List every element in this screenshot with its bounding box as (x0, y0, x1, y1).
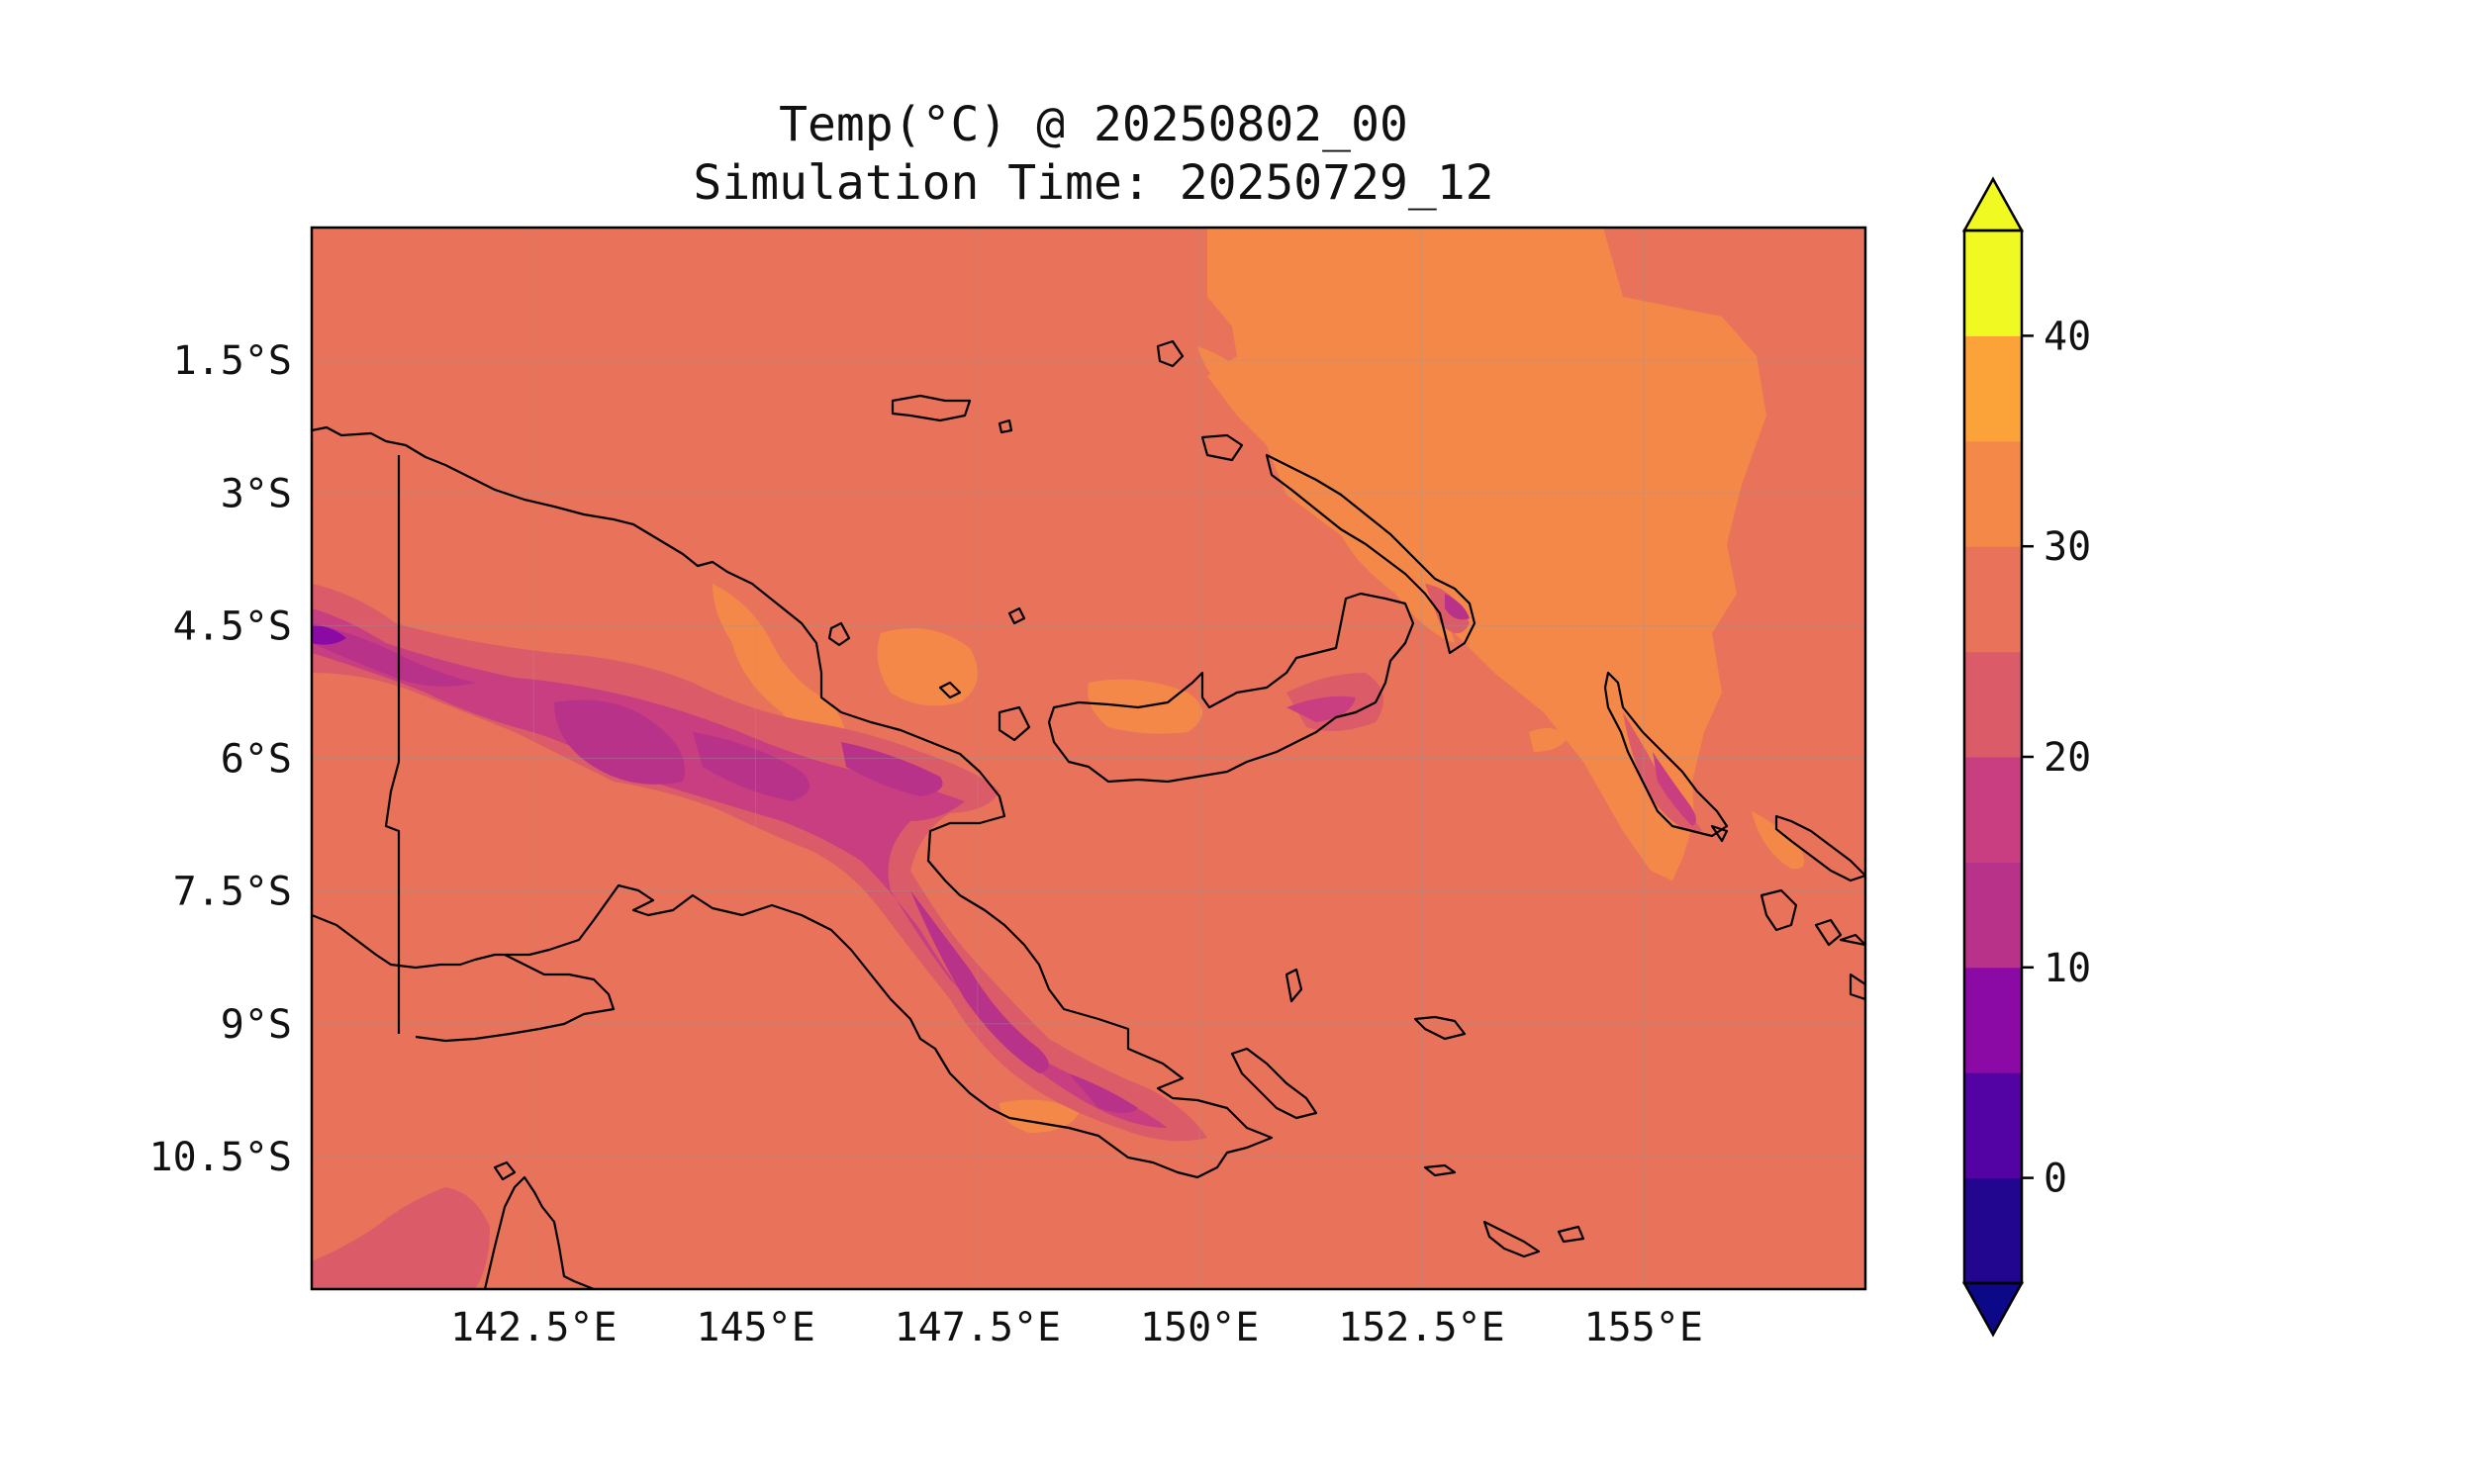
lat-tick-label: 9°S (221, 1002, 292, 1048)
colorbar-tick-label: 40 (2044, 314, 2091, 359)
coastline-trobriand (1285, 968, 1303, 1003)
lon-tick-label: 145°E (696, 1305, 814, 1350)
map-title: Temp(°C) @ 20250802_00 (779, 97, 1408, 152)
contour-region-5-10 (312, 625, 346, 645)
coastline-new-ireland (1265, 453, 1476, 655)
colorbar-segment (1964, 967, 2022, 1073)
coastline-sudest (1423, 1163, 1457, 1177)
coastline-umboi (938, 681, 962, 699)
coastline-rossel (1557, 1225, 1585, 1244)
colorbar-segment (1964, 440, 2022, 547)
colorbar-segment (1964, 1177, 2022, 1284)
map-subtitle: Simulation Time: 20250729_12 (693, 155, 1494, 211)
lon-tick-label: 147.5°E (895, 1305, 1062, 1350)
colorbar-segment (1964, 1072, 2022, 1179)
contour-region-10-15 (1069, 1073, 1138, 1113)
lon-tick-label: 155°E (1584, 1305, 1703, 1350)
contour-region-10-15 (312, 623, 475, 687)
colorbar-segment (1964, 757, 2022, 863)
coastline-new-guinea (312, 425, 1274, 1179)
contour-region-30-35 (1752, 811, 1805, 870)
colorbar-segment (1964, 862, 2022, 969)
map-frame (310, 226, 1867, 1291)
lat-tick-label: 6°S (221, 737, 292, 783)
lat-tick-label: 7.5°S (173, 870, 292, 915)
coastline-manus (891, 394, 972, 422)
coastline-solomons (1774, 814, 1865, 882)
colorbar-extend-under (1961, 1281, 2025, 1338)
lat-tick-label: 1.5°S (173, 338, 292, 384)
colorbar-segment (1964, 335, 2022, 442)
coastline-bougainville (1603, 671, 1729, 838)
colorbar-tick-label: 10 (2044, 946, 2091, 991)
colorbar-segment (1964, 546, 2022, 653)
coastline-long-island (998, 705, 1031, 742)
lat-tick-label: 3°S (221, 471, 292, 516)
coastline-islets (493, 339, 1865, 1181)
contour-region-10-15 (1445, 594, 1470, 620)
lat-tick-label: 4.5°S (173, 603, 292, 649)
contour-region-20-25 (312, 1187, 490, 1289)
colorbar-tick-label: 0 (2044, 1157, 2067, 1202)
coastline-karkar (827, 621, 851, 647)
coastline-south-fly-mouth (415, 954, 616, 1043)
coastline-louisiade (1482, 1220, 1541, 1258)
contour-region-10-15 (554, 699, 685, 785)
lon-tick-label: 152.5°E (1338, 1305, 1505, 1350)
contour-region-30-35 (1207, 228, 1766, 881)
coastline-new-hanover (1200, 433, 1244, 462)
colorbar-tick-label: 30 (2044, 524, 2091, 570)
lat-tick-labels: 1.5°S 3°S 4.5°S 6°S 7.5°S 9°S 10.5°S (149, 338, 293, 1180)
contour-region-30-35 (1341, 534, 1455, 643)
coastline-dentrecasteaux (1230, 1047, 1318, 1120)
coastlines (312, 339, 1865, 1289)
colorbar: 0 10 20 30 40 (1961, 176, 2091, 1338)
contour-region-30-35 (713, 584, 851, 762)
colorbar-extend-over (1961, 176, 2025, 232)
contour-region-30-35 (1197, 346, 1255, 396)
contour-region-30-35 (999, 1099, 1079, 1133)
contour-region-15-20 (1653, 752, 1696, 826)
lat-tick-label: 10.5°S (149, 1135, 293, 1180)
colorbar-segment (1964, 231, 2022, 336)
contour-region-10-15 (693, 732, 809, 801)
coastline-new-britain (1047, 592, 1415, 784)
lon-tick-labels: 142.5°E 145°E 147.5°E 150°E 152.5°E 155°E (450, 1305, 1703, 1350)
contour-region-30-35 (1529, 728, 1569, 752)
map-panel (312, 228, 1865, 1289)
lon-tick-label: 150°E (1140, 1305, 1259, 1350)
coastline-woodlark (1413, 1015, 1467, 1041)
map-gridlines (312, 228, 1865, 1289)
colorbar-tick-label: 20 (2044, 735, 2091, 781)
contour-region-10-15 (910, 890, 1049, 1073)
border-line (384, 455, 401, 1034)
colorbar-segment (1964, 651, 2022, 758)
contour-region-10-15 (841, 742, 943, 796)
coastline-cape-york (483, 1175, 595, 1289)
lon-tick-label: 142.5°E (450, 1305, 618, 1350)
